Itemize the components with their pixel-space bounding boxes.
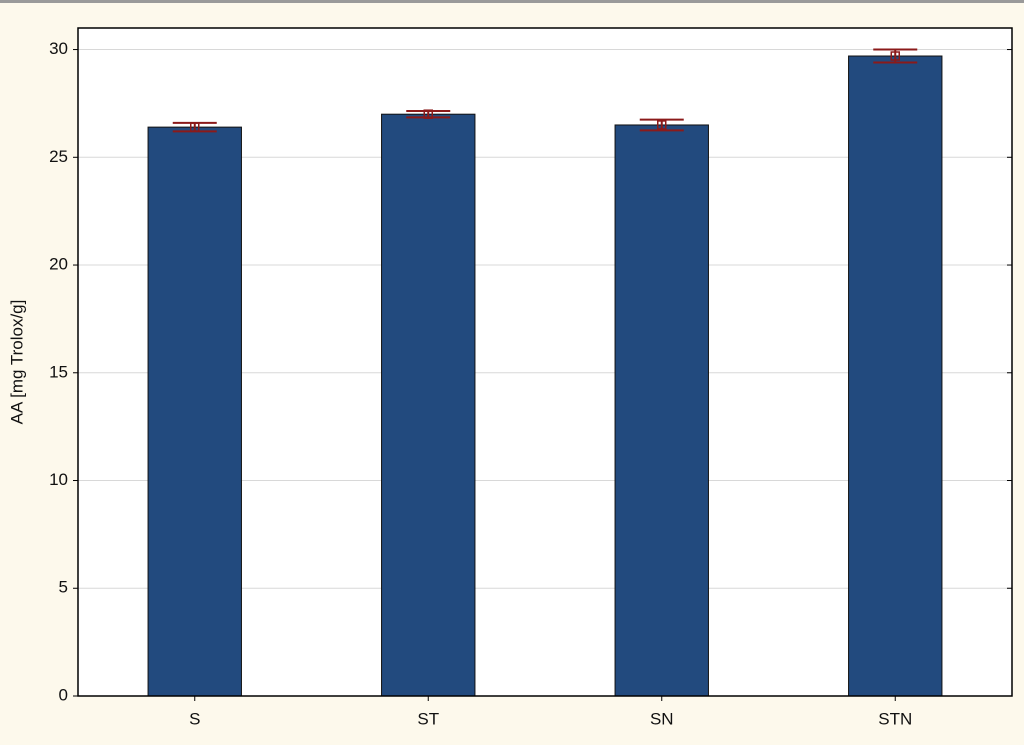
y-tick-label: 10 — [49, 470, 68, 489]
bar — [381, 113, 476, 697]
window-border — [0, 0, 1024, 3]
bar — [614, 124, 709, 697]
mean-marker — [190, 122, 200, 132]
y-tick-label: 15 — [49, 362, 68, 381]
y-tick-label: 20 — [49, 255, 68, 274]
bar — [147, 126, 242, 697]
bar — [848, 55, 943, 697]
y-tick-label: 5 — [59, 578, 68, 597]
y-tick-label: 30 — [49, 39, 68, 58]
plot-frame — [77, 27, 1013, 697]
error-bar — [406, 109, 451, 119]
y-tick-label: 0 — [59, 685, 68, 704]
y-tick-label: 25 — [49, 147, 68, 166]
x-tick-label: S — [189, 709, 200, 728]
mean-marker — [890, 51, 900, 61]
y-axis-label: AA [mg Trolox/g] — [7, 300, 26, 425]
x-tick-label: SN — [650, 709, 674, 728]
x-tick-label: STN — [878, 709, 912, 728]
mean-marker — [657, 120, 667, 130]
mean-marker — [423, 109, 433, 119]
x-tick-label: ST — [417, 709, 439, 728]
